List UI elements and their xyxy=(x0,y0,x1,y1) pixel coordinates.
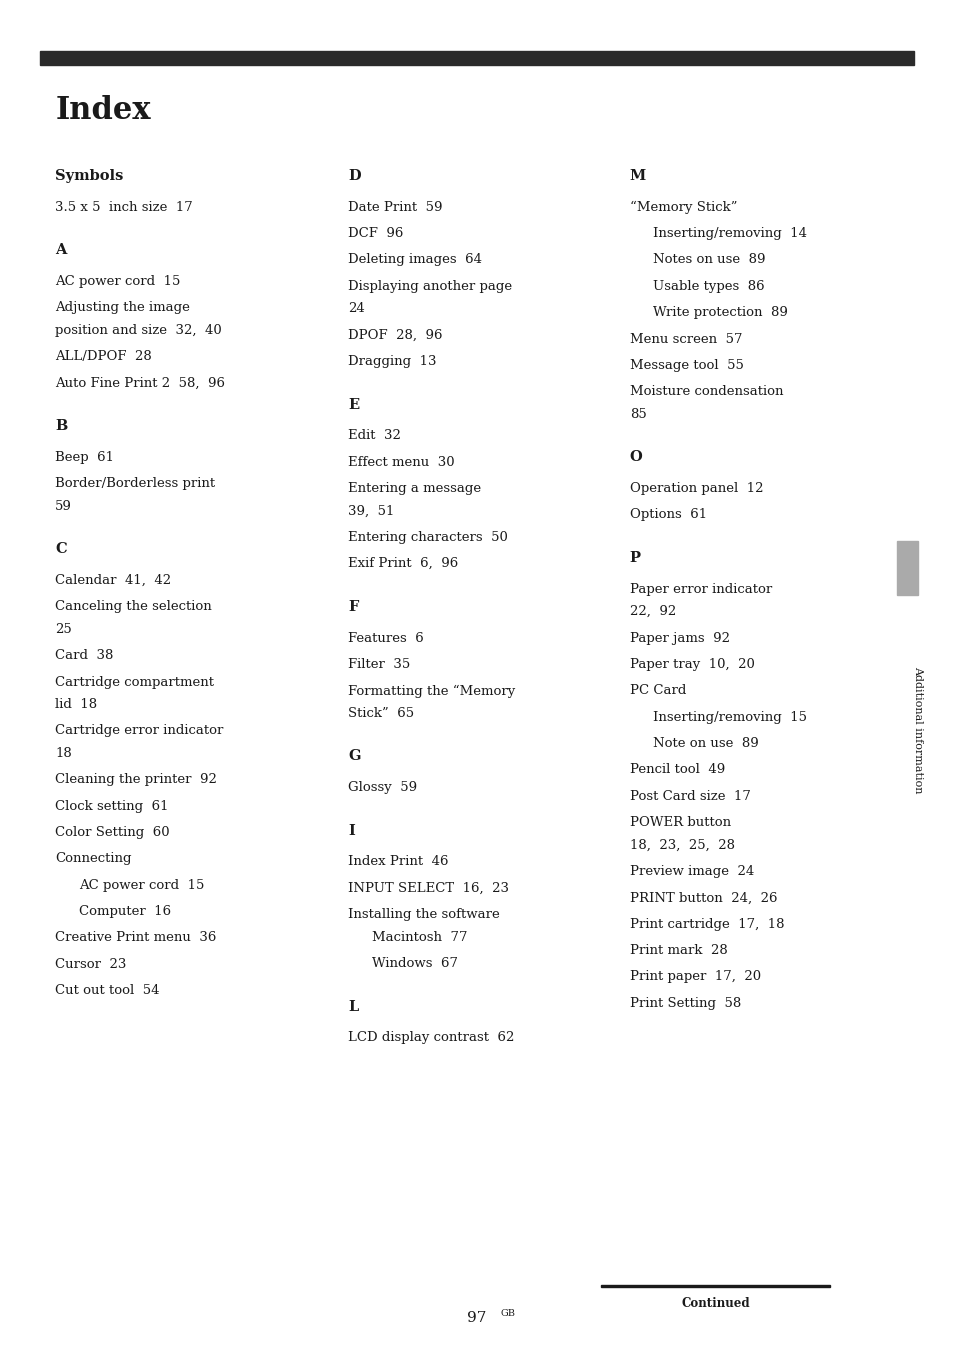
Text: Notes on use  89: Notes on use 89 xyxy=(653,253,765,266)
Text: AC power cord  15: AC power cord 15 xyxy=(55,274,180,288)
Text: Connecting: Connecting xyxy=(55,852,132,865)
Text: Clock setting  61: Clock setting 61 xyxy=(55,799,169,813)
Text: Cursor  23: Cursor 23 xyxy=(55,957,127,971)
Text: Creative Print menu  36: Creative Print menu 36 xyxy=(55,932,216,944)
Text: P: P xyxy=(629,552,640,565)
Text: Cartridge error indicator: Cartridge error indicator xyxy=(55,725,223,737)
Text: Auto Fine Print 2  58,  96: Auto Fine Print 2 58, 96 xyxy=(55,377,225,389)
Text: LCD display contrast  62: LCD display contrast 62 xyxy=(348,1032,514,1044)
Text: Inserting/removing  14: Inserting/removing 14 xyxy=(653,227,806,241)
Text: 18: 18 xyxy=(55,746,72,760)
Text: Cut out tool  54: Cut out tool 54 xyxy=(55,984,160,996)
Text: 22,  92: 22, 92 xyxy=(629,606,675,618)
Text: Continued: Continued xyxy=(680,1297,749,1310)
Text: Index: Index xyxy=(55,95,151,126)
Text: I: I xyxy=(348,823,355,838)
Text: Effect menu  30: Effect menu 30 xyxy=(348,456,455,469)
Text: Operation panel  12: Operation panel 12 xyxy=(629,483,762,495)
Text: Paper tray  10,  20: Paper tray 10, 20 xyxy=(629,658,754,671)
Text: Adjusting the image: Adjusting the image xyxy=(55,301,190,315)
Text: Canceling the selection: Canceling the selection xyxy=(55,600,212,614)
Text: A: A xyxy=(55,243,67,257)
Text: Cartridge compartment: Cartridge compartment xyxy=(55,676,214,688)
Text: Exif Print  6,  96: Exif Print 6, 96 xyxy=(348,557,458,571)
Text: DPOF  28,  96: DPOF 28, 96 xyxy=(348,329,442,342)
Text: PC Card: PC Card xyxy=(629,684,685,698)
Text: “Memory Stick”: “Memory Stick” xyxy=(629,200,737,214)
Text: Macintosh  77: Macintosh 77 xyxy=(372,930,467,944)
Text: GB: GB xyxy=(500,1309,516,1318)
Text: AC power cord  15: AC power cord 15 xyxy=(79,879,204,891)
Text: Entering a message: Entering a message xyxy=(348,483,481,495)
Text: Cleaning the printer  92: Cleaning the printer 92 xyxy=(55,773,217,786)
Text: C: C xyxy=(55,542,67,557)
Text: B: B xyxy=(55,419,68,433)
Text: INPUT SELECT  16,  23: INPUT SELECT 16, 23 xyxy=(348,882,509,895)
Text: 3.5 x 5  inch size  17: 3.5 x 5 inch size 17 xyxy=(55,200,193,214)
Text: Color Setting  60: Color Setting 60 xyxy=(55,826,170,838)
Text: Print cartridge  17,  18: Print cartridge 17, 18 xyxy=(629,918,783,930)
Text: Border/Borderless print: Border/Borderless print xyxy=(55,477,215,491)
Text: Message tool  55: Message tool 55 xyxy=(629,358,742,372)
Text: Paper error indicator: Paper error indicator xyxy=(629,583,771,596)
Text: Index Print  46: Index Print 46 xyxy=(348,856,448,868)
Text: D: D xyxy=(348,169,360,183)
Text: POWER button: POWER button xyxy=(629,817,730,829)
Text: Edit  32: Edit 32 xyxy=(348,430,400,442)
Text: E: E xyxy=(348,397,359,411)
Text: L: L xyxy=(348,999,358,1014)
Text: lid  18: lid 18 xyxy=(55,698,97,711)
Text: Displaying another page: Displaying another page xyxy=(348,280,512,293)
Text: Print paper  17,  20: Print paper 17, 20 xyxy=(629,971,760,983)
Text: Note on use  89: Note on use 89 xyxy=(653,737,759,750)
Text: Filter  35: Filter 35 xyxy=(348,658,410,671)
Text: Date Print  59: Date Print 59 xyxy=(348,200,442,214)
Text: Post Card size  17: Post Card size 17 xyxy=(629,790,750,803)
Text: Deleting images  64: Deleting images 64 xyxy=(348,253,481,266)
Text: ALL/DPOF  28: ALL/DPOF 28 xyxy=(55,350,152,364)
Text: Moisture condensation: Moisture condensation xyxy=(629,385,782,399)
Text: DCF  96: DCF 96 xyxy=(348,227,403,241)
Text: Print Setting  58: Print Setting 58 xyxy=(629,996,740,1010)
Text: 39,  51: 39, 51 xyxy=(348,504,395,518)
Text: Usable types  86: Usable types 86 xyxy=(653,280,764,293)
Text: Pencil tool  49: Pencil tool 49 xyxy=(629,764,724,776)
Bar xyxy=(600,1286,829,1287)
Text: Card  38: Card 38 xyxy=(55,649,113,662)
Text: O: O xyxy=(629,450,641,464)
Text: Features  6: Features 6 xyxy=(348,631,423,645)
Text: 24: 24 xyxy=(348,303,365,315)
Text: Formatting the “Memory: Formatting the “Memory xyxy=(348,684,515,698)
Text: Paper jams  92: Paper jams 92 xyxy=(629,631,729,645)
Text: Calendar  41,  42: Calendar 41, 42 xyxy=(55,575,172,587)
Text: PRINT button  24,  26: PRINT button 24, 26 xyxy=(629,891,777,904)
Text: Computer  16: Computer 16 xyxy=(79,904,172,918)
Text: 97: 97 xyxy=(467,1311,486,1325)
Text: Installing the software: Installing the software xyxy=(348,909,499,921)
Text: Print mark  28: Print mark 28 xyxy=(629,944,726,957)
Text: F: F xyxy=(348,600,358,614)
Text: Entering characters  50: Entering characters 50 xyxy=(348,531,508,544)
Text: 85: 85 xyxy=(629,408,646,420)
Text: Symbols: Symbols xyxy=(55,169,124,183)
Text: position and size  32,  40: position and size 32, 40 xyxy=(55,324,222,337)
Text: 25: 25 xyxy=(55,623,72,635)
Text: Additional information: Additional information xyxy=(912,667,922,794)
Text: Windows  67: Windows 67 xyxy=(372,957,457,969)
Text: Glossy  59: Glossy 59 xyxy=(348,781,416,794)
Bar xyxy=(40,51,913,65)
Text: 59: 59 xyxy=(55,500,72,512)
Text: Beep  61: Beep 61 xyxy=(55,452,114,464)
Text: M: M xyxy=(629,169,645,183)
Text: Dragging  13: Dragging 13 xyxy=(348,356,436,368)
Bar xyxy=(896,541,917,595)
Text: Inserting/removing  15: Inserting/removing 15 xyxy=(653,711,806,723)
Text: Write protection  89: Write protection 89 xyxy=(653,306,787,319)
Text: Preview image  24: Preview image 24 xyxy=(629,865,753,877)
Text: Menu screen  57: Menu screen 57 xyxy=(629,333,741,346)
Text: Stick”  65: Stick” 65 xyxy=(348,707,414,719)
Text: G: G xyxy=(348,749,360,764)
Text: Options  61: Options 61 xyxy=(629,508,706,522)
Text: 18,  23,  25,  28: 18, 23, 25, 28 xyxy=(629,838,734,852)
